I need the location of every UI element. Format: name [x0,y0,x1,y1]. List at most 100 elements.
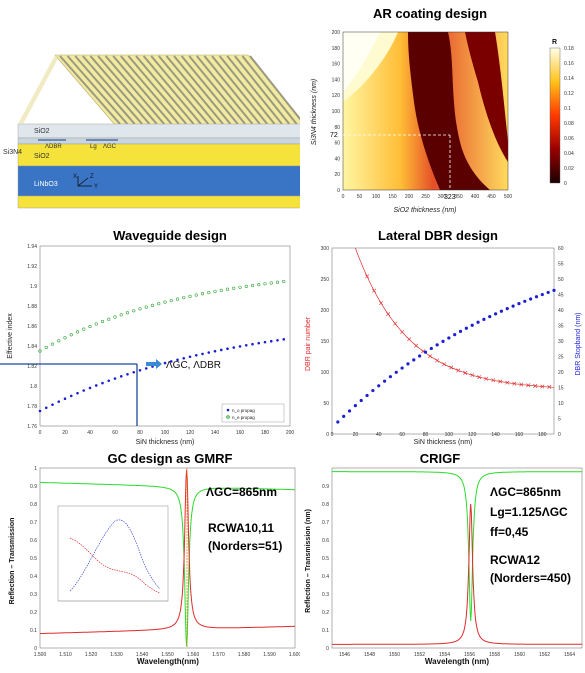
crigf-xlabel: Wavelength (nm) [425,657,489,666]
wg-point-n-o [69,394,73,398]
crigf-ytick: 0.7 [322,520,329,526]
wg-point-n-e [282,279,286,284]
crigf-orders: (Norders=450) [490,571,571,585]
label-sio2-top: SiO2 [34,128,50,135]
crigf-rcwa: RCWA12 [490,553,540,567]
dbr-chart-panel: 0 20 40 60 80 100 120 140 160 180 0 50 100 150 200 250… [300,244,585,454]
wg-point-n-e [232,286,236,290]
grating-bar [74,55,136,125]
dbr-pair-point [449,365,454,370]
dbr-left-ticks: 0 50 100 150 200 250 300 [321,246,330,438]
wg-point-n-o [282,338,286,341]
gc-ytick: 0.1 [30,628,37,634]
gc-ytick: 0 [34,646,37,652]
crigf-xtick: 1564 [564,652,575,658]
ar-cb-ytick: 0.12 [564,91,574,97]
wg-point-n-e [107,317,111,321]
label-lg: Lg [90,144,97,150]
dbr-pair-point [386,312,391,317]
grating-bar [203,55,261,125]
wg-point-n-o [263,340,267,344]
dbr-pair-point [379,301,384,306]
ar-dark-band-1 [408,32,490,190]
crigf-xtick: 1554 [439,652,450,658]
gc-xtick: 1.590 [263,652,276,658]
wg-ytick: 1.9 [30,284,37,290]
grating-bar [211,55,268,125]
dbr-xtick: 160 [515,432,524,438]
ar-cb-ytick: 0.02 [564,166,574,172]
dbr-stopband-point [365,393,369,398]
dbr-stopband-point [423,350,428,354]
wg-point-n-o [276,338,279,342]
gc-xtick: 1.550 [161,652,174,658]
gc-ytick: 0.5 [30,556,37,562]
wg-point-n-o [126,372,129,376]
ar-ytick: 140 [332,77,341,83]
wg-xticks: 0 20 40 60 80 100 120 140 160 180 200 [39,430,295,436]
wg-point-n-o [44,406,48,410]
dbr-xtick: 100 [445,432,454,438]
gc-inset-blue [69,519,161,592]
crigf-xtick: 1560 [514,652,525,658]
dbr-stopband-point [406,362,410,366]
wg-title: Waveguide design [113,228,227,243]
ar-ytick: 80 [334,125,340,131]
wg-ytick: 1.88 [27,304,37,310]
gc-ytick: 0.8 [30,502,37,508]
gc-ytick: 0.4 [30,574,37,580]
dbr-stopband-point [342,414,346,419]
dbr-l-ytick: 0 [326,432,329,438]
wg-point-n-e [63,336,67,340]
wg-point-n-e [182,296,186,300]
ar-title: AR coating design [372,6,488,21]
grating-bar [241,55,298,125]
wg-point-n-e [57,339,61,343]
wg-chart-panel: ΛGC, ΛDBR n_o propag n_e propag 0 20 40 60 8… [0,244,295,454]
wg-ytick: 1.92 [27,264,37,270]
crigf-ff: ff=0,45 [490,525,529,539]
crigf-ytick: 0.1 [322,628,329,634]
ar-ytick: 100 [332,109,341,115]
ar-ytick: 0 [337,188,340,194]
ar-xlabel: SiO2 thickness (nm) [393,207,456,214]
wg-point-n-o [226,347,229,351]
wg-point-n-e [213,289,217,294]
gc-xtick: 1.560 [187,652,200,658]
grating-bar [97,55,158,125]
crigf-transmission-curve [332,471,582,622]
label-si3n4: Si3N4 [3,149,22,156]
dbr-ylabel-right: DBR Stopband (nm) [575,312,582,375]
label-linbo3: LiNbO3 [34,181,58,188]
gc-ytick: 0.9 [30,484,37,490]
grating-bar [82,55,143,125]
wg-point-n-e [219,288,223,292]
dbr-stopband-point [505,307,509,311]
wg-point-n-e [194,293,198,297]
wg-point-n-e [269,281,273,285]
grating-bar [165,55,224,125]
gc-xtick: 1.570 [212,652,225,658]
dbr-pair-point [505,380,510,385]
dbr-stopband-point [517,302,521,306]
wg-point-n-o [238,345,242,348]
wg-point-n-e [244,284,248,288]
crigf-ytick: 0.6 [322,538,329,544]
dbr-pair-point [372,288,377,293]
wg-legend [221,403,285,423]
wg-point-n-e [44,345,48,350]
dbr-r-ytick: 45 [558,293,564,299]
dbr-stopband-point [382,379,387,383]
crigf-title: CRIGF [419,451,461,466]
dbr-stopband-point [546,290,550,295]
dbr-stopband-point [493,312,498,316]
gc-orders: (Norders=51) [208,539,282,553]
dbr-pair-point [540,384,545,389]
gc-title: GC design as GMRF [107,451,233,466]
wg-point-n-e [88,324,92,329]
dbr-l-ytick: 50 [323,401,329,407]
crigf-xtick: 1556 [464,652,475,658]
dbr-stopband-point [429,346,433,351]
dbr-pair-point [456,368,461,373]
wg-ylabel: Effective index [7,313,14,359]
